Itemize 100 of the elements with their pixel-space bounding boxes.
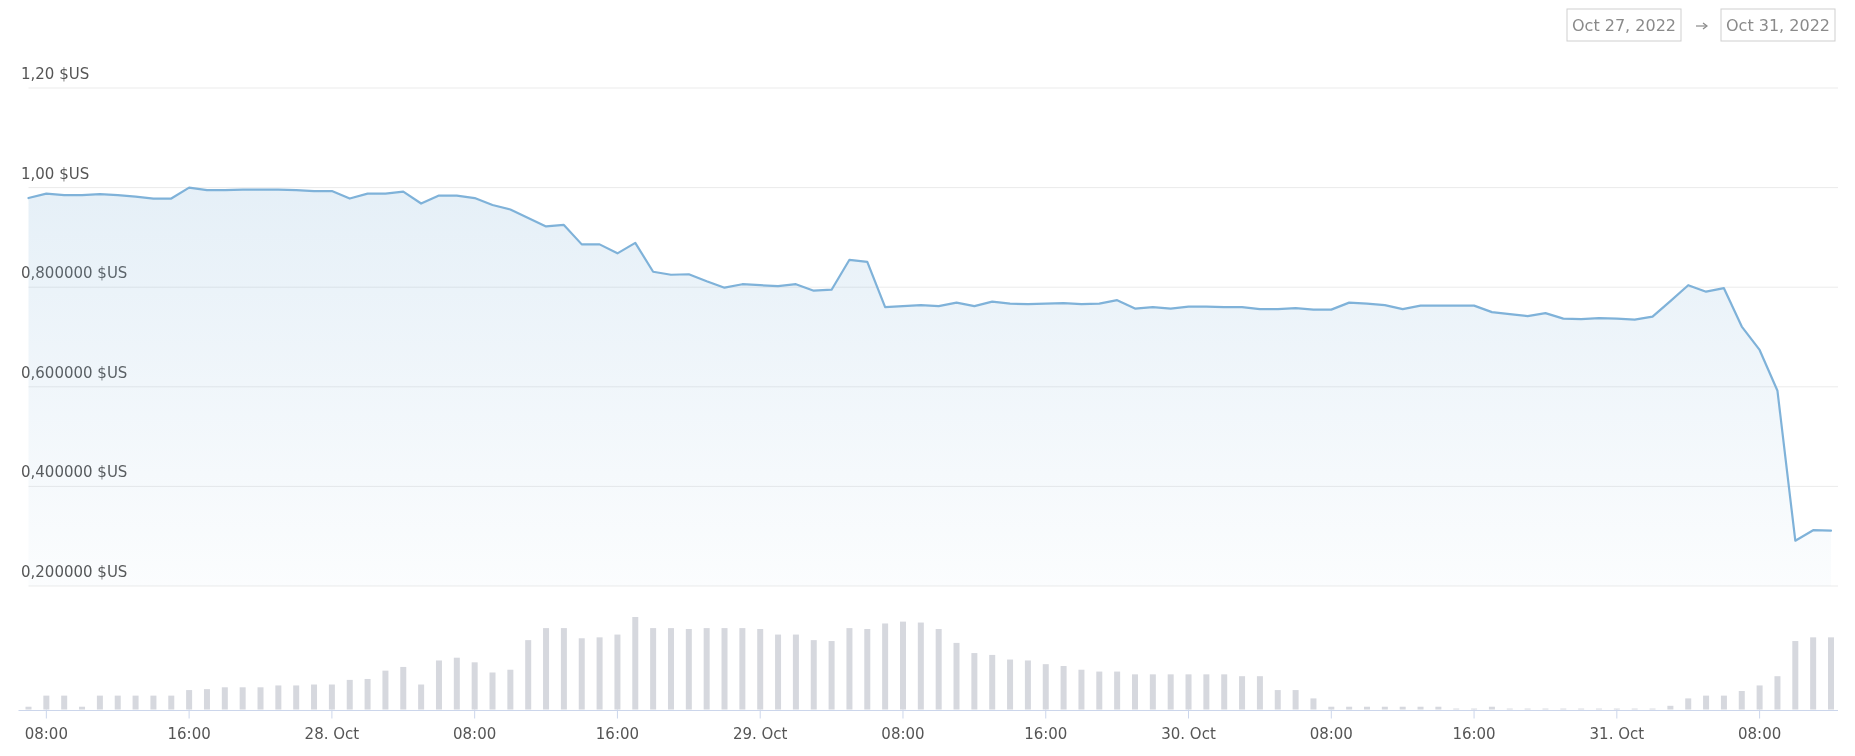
bar bbox=[1149, 674, 1156, 710]
bar bbox=[132, 695, 139, 710]
bar bbox=[364, 678, 371, 710]
bar bbox=[1435, 706, 1442, 710]
bar bbox=[775, 634, 782, 710]
bar bbox=[114, 695, 121, 710]
bar bbox=[203, 689, 210, 710]
bar bbox=[1399, 706, 1406, 710]
bar bbox=[1346, 706, 1353, 710]
bar bbox=[1774, 676, 1781, 710]
bar bbox=[757, 629, 764, 710]
y-tick-label: 0,600000 $US bbox=[21, 363, 128, 382]
bar bbox=[435, 660, 442, 710]
bar bbox=[1720, 695, 1727, 710]
bar bbox=[1203, 674, 1210, 710]
bar bbox=[257, 687, 264, 710]
bar bbox=[293, 685, 300, 710]
bar bbox=[328, 684, 335, 710]
bar bbox=[382, 670, 389, 710]
y-tick-label: 0,400000 $US bbox=[21, 463, 128, 482]
bar bbox=[739, 628, 746, 710]
bar bbox=[828, 641, 835, 710]
bar bbox=[1810, 637, 1817, 710]
bar bbox=[1167, 674, 1174, 710]
bar bbox=[846, 628, 853, 710]
bar bbox=[150, 695, 157, 710]
bar bbox=[882, 623, 889, 710]
bar bbox=[1417, 706, 1424, 710]
x-tick-label: 08:00 bbox=[24, 724, 68, 743]
bar bbox=[96, 695, 103, 710]
x-tick-label: 08:00 bbox=[1738, 724, 1782, 743]
bar bbox=[453, 657, 460, 710]
bar bbox=[596, 637, 603, 710]
bar bbox=[685, 629, 692, 710]
bar bbox=[507, 669, 514, 710]
bar bbox=[61, 695, 68, 710]
bar bbox=[935, 629, 942, 710]
bar bbox=[543, 628, 550, 710]
bar bbox=[1042, 664, 1049, 710]
bar bbox=[578, 638, 585, 710]
bar bbox=[650, 628, 657, 710]
bar bbox=[1685, 698, 1692, 710]
bar bbox=[1292, 690, 1299, 710]
x-tick-label: 30. Oct bbox=[1161, 724, 1216, 743]
text: Oct 31, 2022 bbox=[1726, 16, 1830, 35]
bar bbox=[186, 690, 193, 710]
bar bbox=[614, 634, 621, 710]
bar bbox=[632, 617, 639, 710]
bar bbox=[560, 628, 567, 710]
bar bbox=[1185, 674, 1192, 710]
y-tick-label: 1,00 $US bbox=[21, 164, 90, 183]
bar bbox=[1096, 671, 1103, 710]
bar bbox=[489, 672, 496, 710]
x-tick-label: 28. Oct bbox=[304, 724, 360, 743]
bar bbox=[1328, 706, 1335, 710]
bar bbox=[1703, 695, 1710, 710]
bar bbox=[1007, 659, 1014, 710]
bar bbox=[471, 662, 478, 710]
x-tick-label: 31. Oct bbox=[1589, 724, 1645, 743]
bar bbox=[917, 622, 924, 710]
bar bbox=[1221, 674, 1228, 710]
x-tick-label: 08:00 bbox=[881, 724, 925, 743]
bar bbox=[1310, 698, 1317, 710]
x-tick-label: 08:00 bbox=[1309, 724, 1353, 743]
bar bbox=[275, 685, 282, 710]
y-tick-label: 0,200000 $US bbox=[21, 563, 128, 581]
y-tick-label: 0,800000 $US bbox=[21, 264, 128, 283]
bar bbox=[899, 621, 906, 710]
x-tick-label: 16:00 bbox=[1452, 724, 1496, 743]
text: Oct 27, 2022 bbox=[1572, 16, 1676, 35]
bar bbox=[1488, 706, 1495, 710]
bar bbox=[221, 687, 228, 710]
x-tick-label: 08:00 bbox=[453, 724, 497, 743]
x-tick-label: 16:00 bbox=[167, 724, 211, 743]
bar bbox=[239, 687, 246, 710]
bar bbox=[721, 628, 728, 710]
bar bbox=[311, 684, 318, 710]
bar bbox=[1078, 669, 1085, 710]
bar bbox=[79, 706, 86, 710]
bar bbox=[667, 628, 674, 710]
bar bbox=[1060, 666, 1067, 710]
bar bbox=[989, 654, 996, 710]
x-tick-label: 16:00 bbox=[1024, 724, 1068, 743]
bar bbox=[418, 684, 425, 710]
bar bbox=[792, 634, 799, 710]
bar bbox=[346, 679, 353, 710]
bar bbox=[1792, 641, 1799, 710]
bar bbox=[1239, 676, 1246, 710]
bar bbox=[1756, 685, 1763, 710]
bar bbox=[525, 640, 532, 710]
bar bbox=[1274, 690, 1281, 710]
bar bbox=[1381, 706, 1388, 710]
y-tick-label: 1,20 $US bbox=[21, 65, 90, 83]
bar bbox=[864, 629, 871, 710]
bar bbox=[1131, 674, 1138, 710]
bar bbox=[43, 695, 50, 710]
bar bbox=[25, 706, 32, 710]
bar bbox=[1667, 705, 1674, 710]
bar bbox=[400, 666, 407, 710]
x-tick-label: 16:00 bbox=[595, 724, 640, 743]
